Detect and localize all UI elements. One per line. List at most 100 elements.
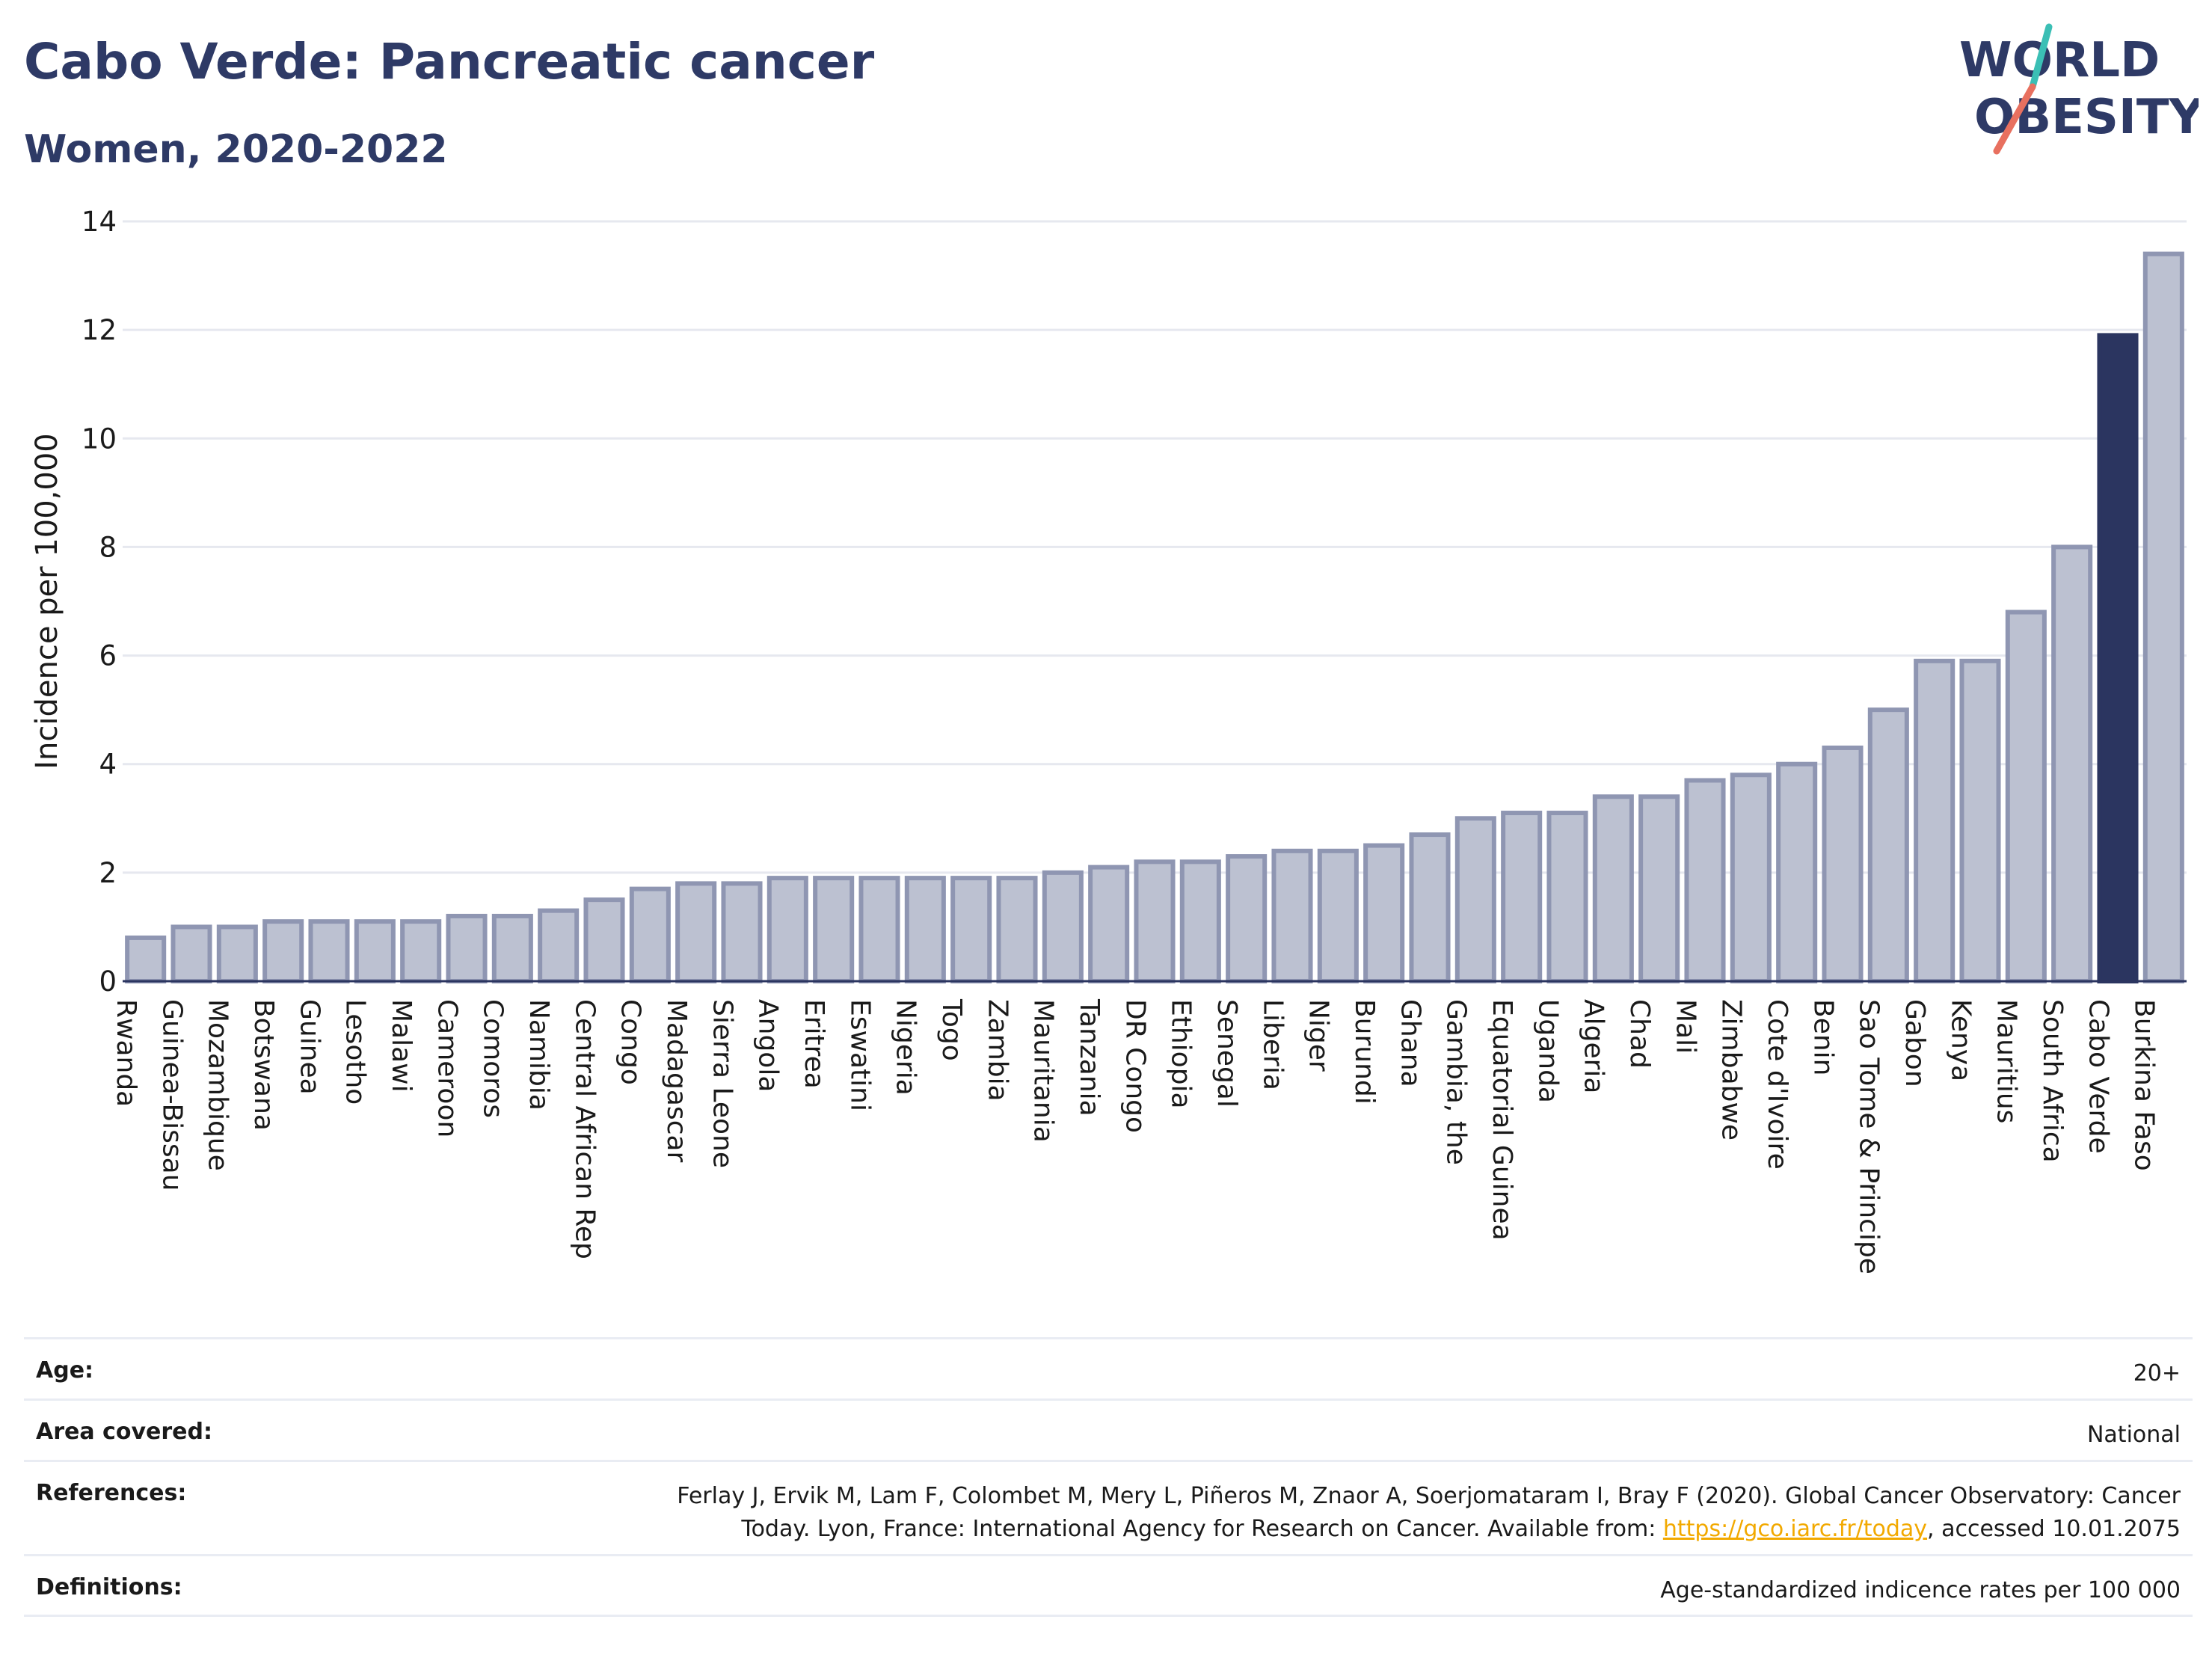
x-tick-label: Cameroon bbox=[431, 999, 462, 1137]
bar-botswana bbox=[262, 919, 304, 983]
bar-congo bbox=[629, 886, 671, 983]
y-tick-label: 0 bbox=[99, 965, 117, 998]
bar-sao-tome-principe bbox=[1867, 707, 1909, 984]
x-tick-label: Madagascar bbox=[661, 999, 692, 1163]
bar-nigeria bbox=[904, 876, 946, 983]
bar-kenya bbox=[1959, 658, 2001, 983]
bar-tanzania bbox=[1088, 865, 1130, 983]
bar-dr-congo bbox=[1134, 859, 1176, 984]
bar-gambia-the bbox=[1454, 816, 1496, 984]
definitions-label: Definitions: bbox=[36, 1574, 182, 1600]
x-tick-label: Zimbabwe bbox=[1716, 999, 1747, 1140]
world-obesity-logo: WORLD OBESITY bbox=[1959, 23, 2199, 155]
x-tick-label: Mauritania bbox=[1028, 999, 1059, 1143]
bar-zambia bbox=[996, 876, 1038, 983]
y-tick-label: 14 bbox=[82, 206, 117, 238]
bar-central-african-rep bbox=[583, 897, 625, 983]
references-label: References: bbox=[36, 1480, 187, 1506]
x-tick-label: Cote d'Ivoire bbox=[1762, 999, 1792, 1170]
x-tick-label: Eswatini bbox=[844, 999, 875, 1111]
definitions-value: Age-standardized indicence rates per 100… bbox=[1660, 1577, 2181, 1603]
bar-equatorial-guinea bbox=[1501, 811, 1543, 983]
y-axis-ticks: 0 2 4 6 8 10 12 14 bbox=[82, 206, 117, 998]
meta-row-area: Area covered: National bbox=[24, 1398, 2193, 1460]
bar-senegal bbox=[1226, 854, 1268, 983]
x-tick-label: Cabo Verde bbox=[2083, 999, 2113, 1154]
logo-slash-top bbox=[2029, 23, 2053, 90]
bar-zimbabwe bbox=[1730, 773, 1772, 983]
bar-mauritius bbox=[2005, 610, 2047, 983]
bar-madagascar bbox=[675, 881, 717, 984]
x-tick-label: Togo bbox=[936, 998, 967, 1061]
area-value: National bbox=[2086, 1422, 2181, 1448]
x-tick-label: Chad bbox=[1624, 999, 1655, 1069]
x-tick-label: Tanzania bbox=[1074, 998, 1105, 1117]
references-line-2-start: Today. Lyon, France: International Agenc… bbox=[741, 1516, 1663, 1542]
x-tick-label: Angola bbox=[753, 999, 784, 1092]
x-tick-label: Kenya bbox=[1945, 999, 1976, 1081]
y-axis-title: Incidence per 100,000 bbox=[30, 433, 64, 770]
bar-lesotho bbox=[354, 919, 396, 983]
x-tick-label: Mozambique bbox=[203, 999, 233, 1171]
bar-south-africa bbox=[2051, 544, 2093, 983]
meta-row-references: References: Ferlay J, Ervik M, Lam F, Co… bbox=[24, 1460, 2193, 1554]
references-line-1: Ferlay J, Ervik M, Lam F, Colombet M, Me… bbox=[677, 1483, 2181, 1509]
x-tick-label: Eritrea bbox=[799, 999, 829, 1089]
bar-burkina-faso bbox=[2142, 251, 2184, 983]
x-tick-label: Guinea-Bissau bbox=[156, 999, 187, 1191]
x-tick-label: Botswana bbox=[248, 999, 279, 1131]
logo-word-world: WORLD bbox=[1959, 33, 2160, 88]
x-tick-label: Central African Rep bbox=[569, 999, 600, 1259]
bar-uganda bbox=[1546, 811, 1588, 983]
metadata-table: Age: 20+ Area covered: National Referenc… bbox=[24, 1337, 2193, 1617]
bar-liberia bbox=[1271, 848, 1313, 984]
bar-sierra-leone bbox=[721, 881, 763, 984]
bar-algeria bbox=[1592, 794, 1634, 984]
x-tick-label: Mali bbox=[1670, 999, 1701, 1054]
bar-togo bbox=[950, 876, 992, 983]
bar-guinea-bissau bbox=[170, 924, 212, 984]
x-tick-label: Lesotho bbox=[340, 999, 371, 1105]
x-tick-label: Ethiopia bbox=[1166, 999, 1196, 1109]
bar-angola bbox=[766, 876, 808, 983]
bar-gabon bbox=[1914, 658, 1956, 983]
x-tick-label: Benin bbox=[1807, 999, 1838, 1075]
x-tick-label: Sao Tome & Principe bbox=[1854, 999, 1884, 1274]
x-tick-label: Gambia, the bbox=[1441, 999, 1472, 1165]
bar-chart: 0 2 4 6 8 10 12 14 Rwanda Guinea-Bissau Mozambiqu… bbox=[30, 206, 2187, 1274]
x-tick-label: Mauritius bbox=[1991, 999, 2022, 1123]
age-label: Age: bbox=[36, 1357, 94, 1384]
x-tick-label: Zambia bbox=[982, 999, 1013, 1102]
x-tick-label: Nigeria bbox=[891, 999, 921, 1096]
bar-niger bbox=[1317, 848, 1359, 984]
x-tick-label: South Africa bbox=[2037, 999, 2068, 1163]
x-tick-label: Congo bbox=[615, 999, 646, 1085]
area-label: Area covered: bbox=[36, 1419, 212, 1445]
y-tick-label: 8 bbox=[99, 531, 117, 563]
references-link[interactable]: https://gco.iarc.fr/today bbox=[1662, 1516, 1928, 1542]
references-line-2-end: , accessed 10.01.2075 bbox=[1927, 1516, 2181, 1542]
x-tick-label: Senegal bbox=[1211, 999, 1242, 1108]
bar-eswatini bbox=[858, 876, 900, 983]
age-value: 20+ bbox=[2133, 1360, 2181, 1387]
y-tick-label: 6 bbox=[99, 640, 117, 672]
chart-title: Cabo Verde: Pancreatic cancer bbox=[24, 33, 875, 90]
y-tick-label: 12 bbox=[82, 314, 117, 346]
x-axis-labels: Rwanda Guinea-Bissau Mozambique Botswana Gui… bbox=[111, 998, 2160, 1274]
x-tick-label: Burundi bbox=[1349, 999, 1380, 1105]
bar-namibia bbox=[538, 908, 580, 983]
x-tick-label: Namibia bbox=[523, 999, 554, 1111]
bar-cameroon bbox=[446, 913, 488, 984]
x-tick-label: Burkina Faso bbox=[2129, 999, 2160, 1171]
bar-cabo-verde bbox=[2097, 333, 2139, 983]
bar-rwanda bbox=[125, 935, 167, 984]
x-tick-label: Rwanda bbox=[111, 999, 141, 1107]
bar-benin bbox=[1822, 745, 1864, 983]
x-tick-label: Sierra Leone bbox=[707, 999, 737, 1168]
x-tick-label: Gabon bbox=[1899, 999, 1930, 1087]
y-tick-label: 4 bbox=[99, 749, 117, 781]
bar-ghana bbox=[1409, 832, 1451, 983]
x-tick-label: Malawi bbox=[386, 999, 417, 1093]
x-tick-label: Niger bbox=[1303, 999, 1334, 1072]
bar-malawi bbox=[400, 919, 442, 983]
